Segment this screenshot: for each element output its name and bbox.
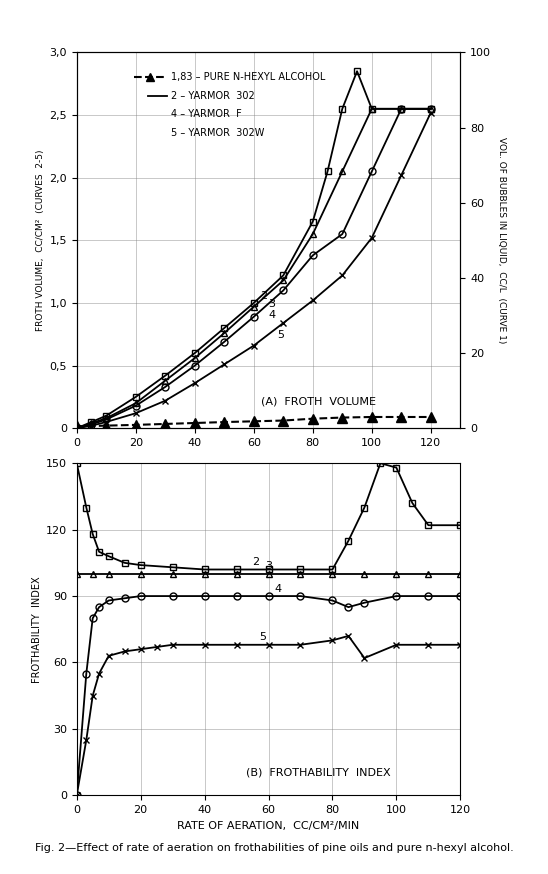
Text: 2: 2: [260, 291, 267, 302]
Text: 3: 3: [265, 561, 272, 572]
X-axis label: RATE OF AERATION,  CC/CM²/MIN: RATE OF AERATION, CC/CM²/MIN: [178, 821, 359, 830]
Text: 4: 4: [269, 310, 276, 320]
Text: (A)  FROTH  VOLUME: (A) FROTH VOLUME: [261, 397, 376, 407]
Text: 3: 3: [269, 299, 276, 309]
Text: 2 – YARMOR  302: 2 – YARMOR 302: [171, 91, 254, 101]
Text: 4: 4: [275, 584, 282, 593]
Text: 2: 2: [253, 557, 260, 567]
Text: Fig. 2—Effect of rate of aeration on frothabilities of pine oils and pure n-hexy: Fig. 2—Effect of rate of aeration on fro…: [35, 843, 513, 853]
Text: (B)  FROTHABILITY  INDEX: (B) FROTHABILITY INDEX: [246, 767, 391, 777]
Text: 4 – YARMOR  F: 4 – YARMOR F: [171, 109, 242, 120]
Text: 1,83 – PURE N-HEXYL ALCOHOL: 1,83 – PURE N-HEXYL ALCOHOL: [171, 72, 325, 82]
Y-axis label: FROTH VOLUME,  CC/CM²  (CURVES  2-5): FROTH VOLUME, CC/CM² (CURVES 2-5): [36, 149, 45, 331]
Text: 5: 5: [259, 633, 266, 642]
Y-axis label: FROTHABILITY  INDEX: FROTHABILITY INDEX: [32, 576, 42, 683]
Y-axis label: VOL. OF BUBBLES IN LIQUID,  CC/L  (CURVE 1): VOL. OF BUBBLES IN LIQUID, CC/L (CURVE 1…: [496, 137, 506, 343]
Text: 5: 5: [277, 330, 284, 340]
Text: 5 – YARMOR  302W: 5 – YARMOR 302W: [171, 128, 264, 138]
